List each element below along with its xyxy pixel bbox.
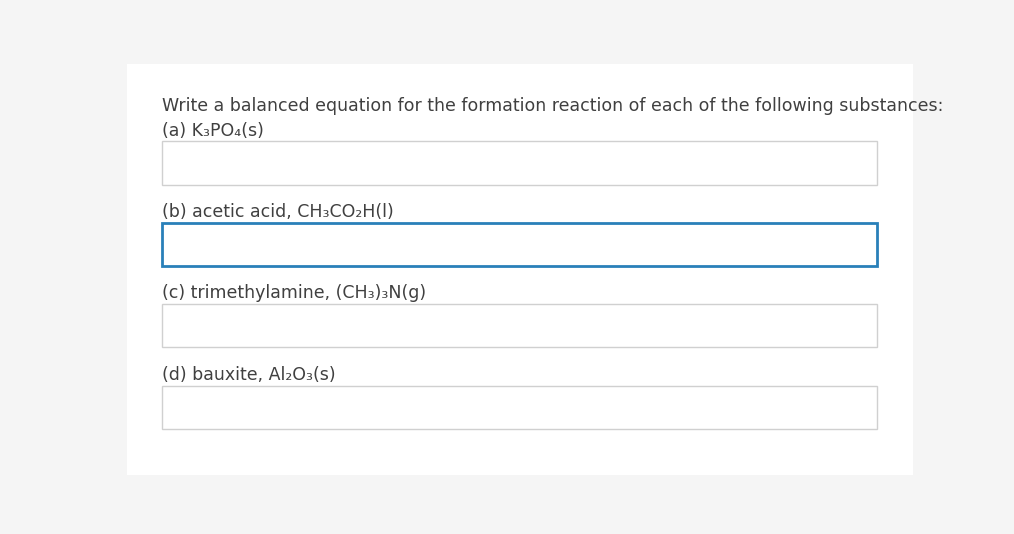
Bar [162,223,877,266]
Bar [162,386,877,429]
Text: (d) bauxite, Al₂O₃(s): (d) bauxite, Al₂O₃(s) [162,366,336,384]
Text: (c) trimethylamine, (CH₃)₃N(g): (c) trimethylamine, (CH₃)₃N(g) [162,285,426,302]
Bar [162,142,877,185]
Text: (b) acetic acid, CH₃CO₂H(l): (b) acetic acid, CH₃CO₂H(l) [162,203,393,221]
Text: (a) K₃PO₄(s): (a) K₃PO₄(s) [162,122,264,140]
Text: Write a balanced equation for the formation reaction of each of the following su: Write a balanced equation for the format… [162,97,943,115]
Bar [162,304,877,348]
